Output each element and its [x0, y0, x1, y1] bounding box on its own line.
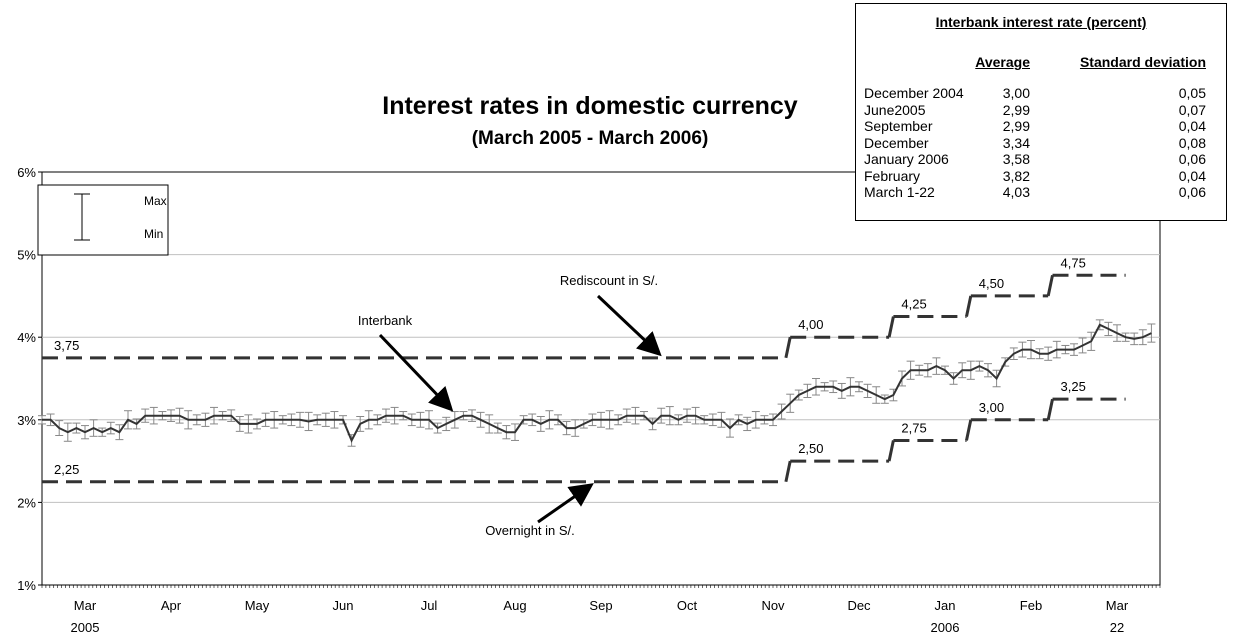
plot-frame [41, 171, 1161, 586]
chart-subtitle: (March 2005 - March 2006) [471, 128, 709, 149]
overnight-step-label: 3,00 [979, 400, 1004, 415]
rediscount-step-label: 4,00 [798, 317, 823, 332]
overnight-step-label: 2,25 [54, 462, 79, 477]
x-axis: Mar 2005 Apr May Jun Jul Aug Sep Oct Nov Dec Jan 200… [41, 585, 1161, 635]
rediscount-riser [965, 295, 973, 317]
stats-average: 3,34 [1002, 134, 1030, 151]
overnight-riser [1046, 398, 1054, 421]
legend-min-label: Min [144, 227, 163, 241]
annotations: Rediscount in S/. Interbank Overnight in S… [358, 273, 662, 538]
y-tick-label: 2% [17, 495, 36, 510]
stats-row: January 2006 3,58 0,06 [864, 151, 1219, 167]
interbank-series [38, 319, 1156, 447]
stats-average: 4,03 [1002, 184, 1030, 200]
rediscount-riser [887, 316, 895, 338]
x-year-label: 22 [1110, 620, 1124, 635]
rediscount-riser [1046, 274, 1054, 297]
legend: Max Min [37, 184, 169, 256]
stats-row: December 2004 3,00 0,05 [864, 85, 1219, 101]
overnight-arrow [537, 483, 594, 524]
stats-period: June2005 [864, 101, 926, 118]
overnight-label: Overnight in S/. [485, 523, 575, 538]
x-tick-label: Oct [677, 598, 698, 613]
legend-max-label: Max [144, 194, 167, 208]
chart-title: Interest rates in domestic currency [382, 92, 798, 120]
x-tick-label: May [245, 598, 270, 613]
stats-sd: 0,04 [1178, 118, 1206, 134]
stats-period: December [864, 134, 929, 151]
x-tick-label: Apr [161, 598, 182, 613]
stats-average: 2,99 [1002, 118, 1030, 134]
step-lines: 3,75 4,00 4,25 4,50 4,75 2,25 2,50 2,75 3,00 3,25 [42, 255, 1126, 484]
gridlines [41, 171, 1161, 586]
y-tick-label: 4% [17, 330, 36, 345]
stats-table-title: Interbank interest rate (percent) [935, 14, 1147, 30]
overnight-step-label: 2,75 [901, 420, 926, 435]
x-tick-label: Nov [761, 598, 785, 613]
stats-period: December 2004 [864, 85, 964, 101]
interbank-line [42, 323, 1152, 443]
rediscount-arrow [596, 294, 662, 357]
x-tick-label: Dec [847, 598, 871, 613]
x-tick-label: Jan [935, 598, 956, 613]
rediscount-step-label: 4,50 [979, 276, 1004, 291]
stats-period: September [864, 118, 933, 134]
stats-sd: 0,04 [1178, 167, 1206, 184]
overnight-riser [887, 440, 895, 462]
rediscount-label: Rediscount in S/. [560, 273, 658, 288]
stats-sd: 0,06 [1178, 184, 1206, 200]
stats-row: February 3,82 0,04 [864, 168, 1219, 184]
y-axis: 1% 2% 3% 4% 5% 6% [17, 165, 42, 593]
stats-average: 2,99 [1002, 101, 1030, 118]
stats-sd: 0,06 [1178, 151, 1206, 167]
interbank-label: Interbank [358, 313, 413, 328]
x-year-label: 2005 [71, 620, 100, 635]
y-tick-label: 1% [17, 578, 36, 593]
y-tick-label: 6% [17, 165, 36, 180]
stats-row: March 1-22 4,03 0,06 [864, 184, 1219, 200]
stats-sd: 0,08 [1178, 134, 1206, 151]
stats-row: December 3,34 0,08 [864, 135, 1219, 151]
x-tick-label: Jul [421, 598, 438, 613]
stats-sd: 0,07 [1178, 101, 1206, 118]
rediscount-riser [784, 336, 792, 359]
x-year-label: 2006 [931, 620, 960, 635]
overnight-step-label: 3,25 [1061, 379, 1086, 394]
rediscount-step-label: 3,75 [54, 338, 79, 353]
interbank-arrow [378, 333, 454, 412]
y-tick-label: 3% [17, 413, 36, 428]
overnight-step-label: 2,50 [798, 441, 823, 456]
x-tick-label: Mar [1106, 598, 1129, 613]
stats-row: June2005 2,99 0,07 [864, 102, 1219, 118]
stats-period: February [864, 167, 921, 184]
stats-average: 3,58 [1002, 151, 1030, 167]
stats-header-sd: Standard deviation [1079, 54, 1206, 70]
stats-period: March 1-22 [864, 184, 935, 200]
rediscount-step-label: 4,25 [901, 297, 926, 312]
x-tick-label: Aug [503, 598, 526, 613]
x-tick-label: Sep [589, 598, 612, 613]
x-tick-label: Jun [333, 598, 354, 613]
stats-average: 3,00 [1002, 85, 1030, 101]
stats-period: January 2006 [864, 151, 949, 167]
stats-table: Interbank interest rate (percent) Averag… [855, 3, 1227, 221]
y-tick-label: 5% [17, 248, 36, 263]
stats-average: 3,82 [1002, 167, 1030, 184]
overnight-riser [965, 419, 973, 441]
overnight-riser [784, 460, 792, 483]
rediscount-step-label: 4,75 [1061, 255, 1086, 270]
stats-header-average: Average [975, 54, 1030, 70]
stats-sd: 0,05 [1178, 85, 1206, 101]
x-tick-label: Feb [1020, 598, 1042, 613]
stats-row: September 2,99 0,04 [864, 118, 1219, 134]
x-tick-label: Mar [74, 598, 97, 613]
